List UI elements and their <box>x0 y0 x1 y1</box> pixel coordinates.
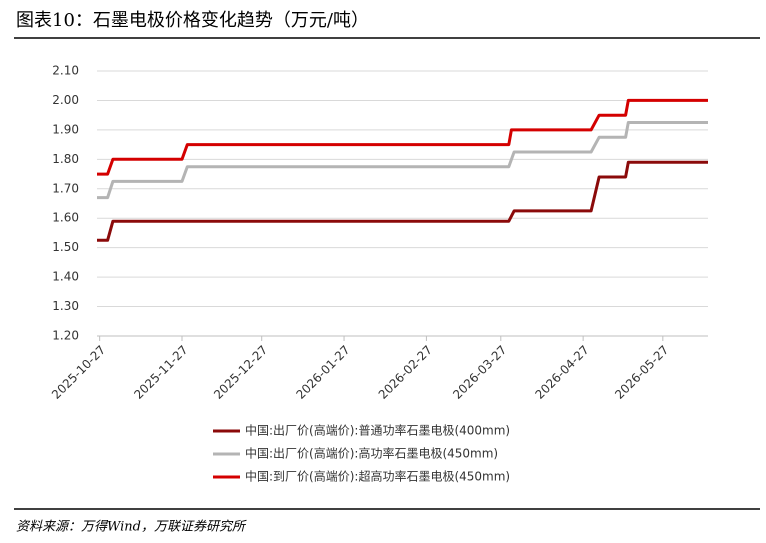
y-tick-label: 2.00 <box>52 93 79 107</box>
y-tick-label: 1.40 <box>52 270 79 284</box>
x-tick-label: 2026-01-27 <box>293 343 352 402</box>
legend-label: 中国:出厂价(高端价):高功率石墨电极(450mm) <box>245 446 498 461</box>
y-tick-label: 2.10 <box>52 64 79 78</box>
series-line <box>97 121 708 200</box>
legend-label: 中国:出厂价(高端价):普通功率石墨电极(400mm) <box>245 423 510 438</box>
x-tick-label: 2026-04-27 <box>533 343 592 402</box>
y-tick-label: 1.50 <box>52 240 79 254</box>
y-tick-label: 1.80 <box>52 152 79 166</box>
source: 资料来源：万得Wind，万联证券研究所 <box>16 519 247 535</box>
series-line <box>97 98 708 176</box>
chart-title: 图表10：石墨电极价格变化趋势（万元/吨） <box>16 10 369 31</box>
x-tick-label: 2025-12-27 <box>211 343 270 402</box>
x-tick-label: 2025-11-27 <box>131 343 190 402</box>
y-tick-label: 1.90 <box>52 122 79 136</box>
y-tick-label: 1.60 <box>52 211 79 225</box>
x-tick-label: 2026-02-27 <box>376 343 435 402</box>
x-tick-label: 2026-05-27 <box>612 343 671 402</box>
legend-label: 中国:到厂价(高端价):超高功率石墨电极(450mm) <box>245 469 510 484</box>
y-tick-label: 1.70 <box>52 181 79 195</box>
x-tick-label: 2025-10-27 <box>49 343 108 402</box>
y-tick-label: 1.20 <box>52 329 79 343</box>
series-line <box>97 160 708 242</box>
x-tick-label: 2026-03-27 <box>450 343 509 402</box>
y-tick-label: 1.30 <box>52 299 79 313</box>
